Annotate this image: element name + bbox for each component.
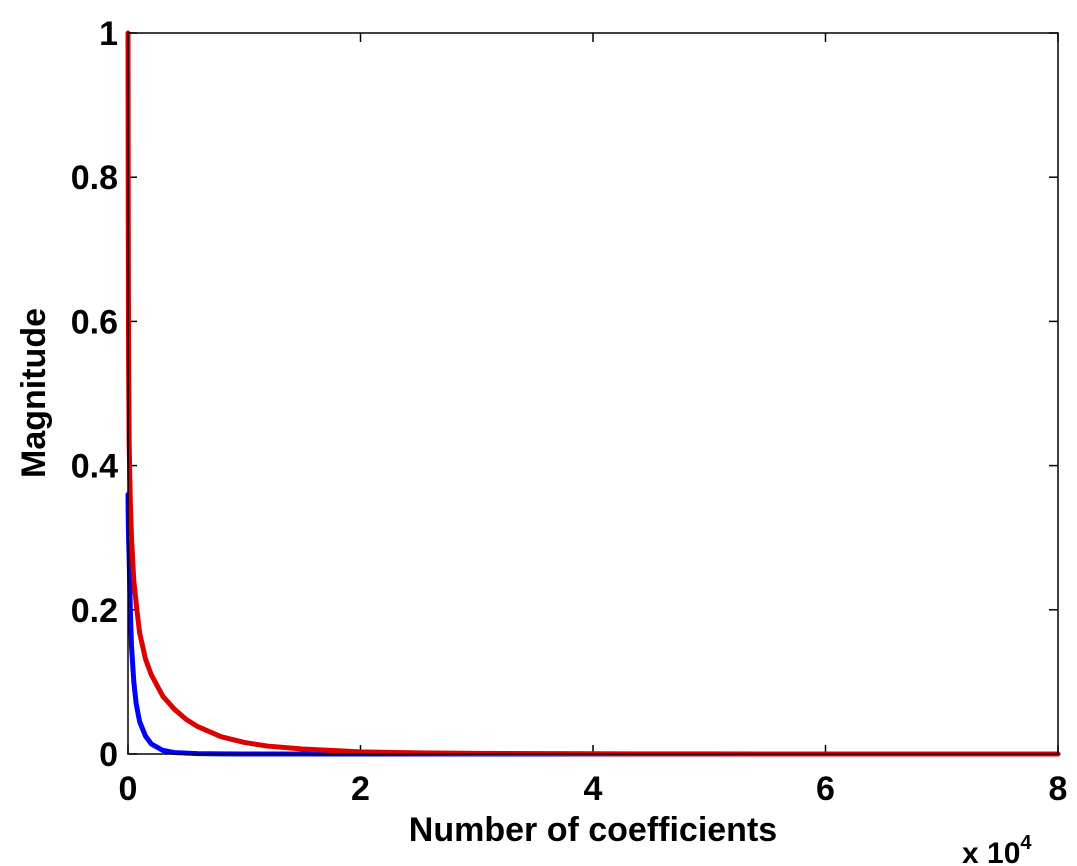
x-tick-label: 0: [119, 770, 138, 808]
y-tick-label: 0.2: [71, 592, 118, 630]
x-tick-label: 6: [816, 770, 835, 808]
tick-labels: 0 2 4 6 8 0 0.2 0.4 0.6 0.8 1: [71, 15, 1068, 808]
y-tick-label: 0.8: [71, 159, 118, 197]
x-tick-label: 4: [584, 770, 603, 808]
x-multiplier-label: x 104: [962, 832, 1032, 866]
x-multiplier-exponent: 4: [1020, 832, 1032, 854]
y-axis-label: Magnitude: [15, 308, 53, 478]
x-tick-label: 8: [1049, 770, 1068, 808]
y-tick-label: 0.6: [71, 303, 118, 341]
y-tick-label: 1: [99, 15, 118, 53]
x-tick-label: 2: [351, 770, 370, 808]
x-multiplier-base: x 10: [962, 837, 1020, 866]
y-tick-label: 0.4: [71, 448, 118, 486]
x-axis-label: Number of coefficients: [409, 811, 777, 849]
plot-frame: [127, 32, 1059, 755]
y-tick-label: 0: [99, 736, 118, 774]
